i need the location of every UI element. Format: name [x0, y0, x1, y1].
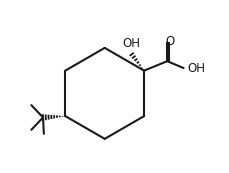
Text: OH: OH	[186, 62, 204, 75]
Text: O: O	[165, 35, 174, 48]
Text: OH: OH	[122, 37, 139, 50]
